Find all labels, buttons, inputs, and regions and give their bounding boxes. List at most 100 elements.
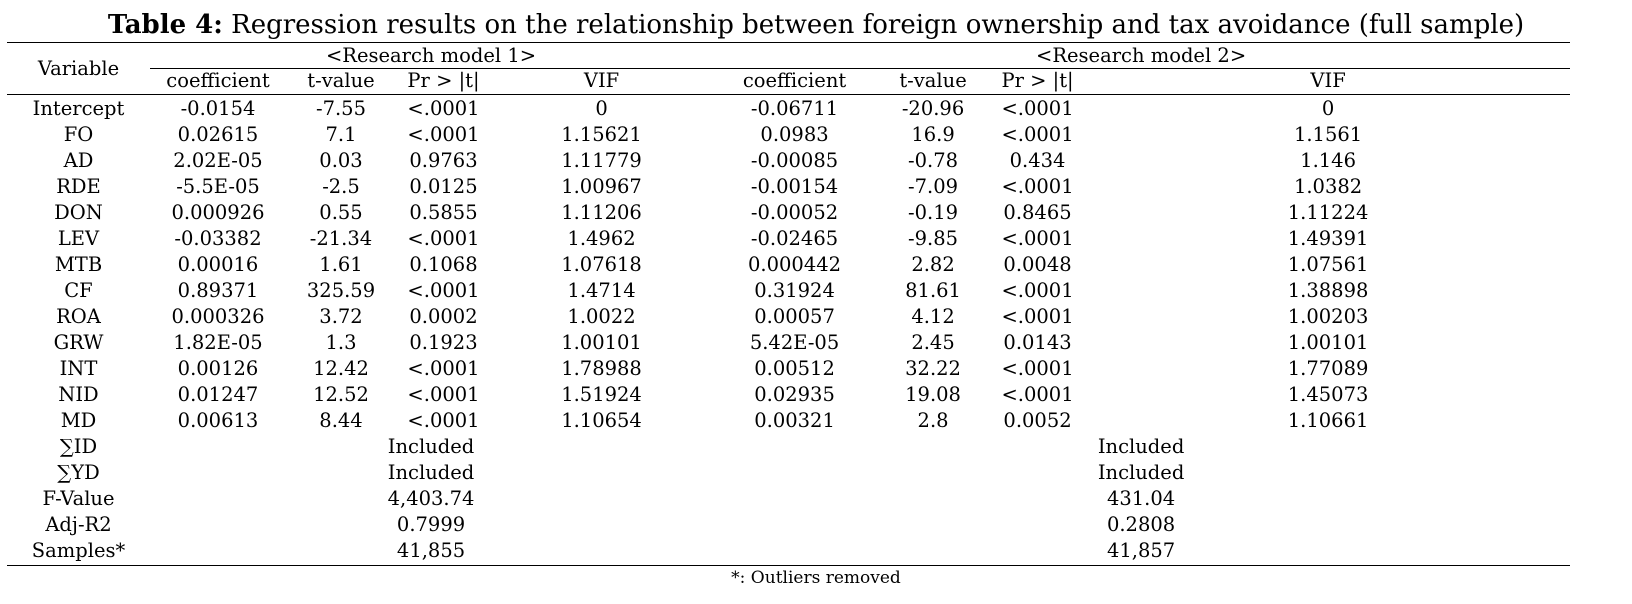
table-title: Table 4: Regression results on the relat… [0,8,1632,42]
table-cell: 2.82 [911,253,955,276]
table-cell: 0.00613 [177,409,259,432]
table-cell: 0.03 [319,149,363,172]
table-cell: 12.52 [313,383,369,406]
summary-row: ∑YD Included Included [7,460,1570,486]
table-cell: 1.00101 [1287,331,1369,354]
table-cell: <.0001 [1001,227,1074,250]
header-row-columns: coefficient t-value Pr > |t| VIF coeffic… [7,68,1570,94]
variable-cell: FO [63,123,94,146]
summary-row: ∑ID Included Included [7,434,1570,460]
variable-cell: ROA [56,305,101,328]
table-cell: -2.5 [322,175,360,198]
table-cell: -7.09 [908,175,959,198]
table-cell: 1.11224 [1287,201,1369,224]
table-row: NID 0.01247 12.52 <.0001 1.51924 0.02935… [7,382,1570,408]
column-header: VIF [583,69,620,92]
table-row: Intercept -0.0154 -7.55 <.0001 0 -0.0671… [7,94,1570,122]
table-cell: 0.00126 [177,357,259,380]
table-row: FO 0.02615 7.1 <.0001 1.15621 0.0983 16.… [7,122,1570,148]
table-cell: 1.15621 [561,123,642,146]
table-cell: 1.11206 [561,201,642,224]
table-cell: 0.01247 [177,383,259,406]
table-cell: -5.5E-05 [176,175,260,198]
table-cell: 0.8465 [1003,201,1072,224]
model2-summary-cell: 0.2808 [1106,513,1176,536]
table-cell: 1.45073 [1287,383,1369,406]
table-cell: 1.07618 [561,253,642,276]
table-cell: <.0001 [407,97,480,120]
table-cell: <.0001 [1001,175,1074,198]
table-row: MD 0.00613 8.44 <.0001 1.10654 0.00321 2… [7,408,1570,434]
column-header: t-value [307,69,375,92]
table-cell: 1.61 [319,253,363,276]
table-cell: 0.55 [319,201,363,224]
table-cell: <.0001 [1001,97,1074,120]
table-cell: 2.8 [917,409,949,432]
table-cell: <.0001 [407,123,480,146]
table-cell: 3.72 [319,305,363,328]
table-cell: 0.00321 [754,409,835,432]
table-cell: 0.5855 [409,201,478,224]
table-cell: 0.434 [1009,149,1066,172]
table-footnote: *: Outliers removed [731,568,901,588]
model1-summary-cell: Included [387,461,475,484]
regression-results-table: Variable <Research model 1> <Research mo… [7,43,1570,564]
table-header-subrule [150,68,1570,69]
table-row: RDE -5.5E-05 -2.5 0.0125 1.00967 -0.0015… [7,174,1570,200]
variable-cell: CF [64,279,93,302]
variable-cell: INT [59,357,98,380]
table-cell: -0.00085 [750,149,839,172]
table-cell: 1.82E-05 [173,331,263,354]
table-cell: 1.4962 [567,227,636,250]
table-cell: <.0001 [1001,123,1074,146]
table-cell: 32.22 [905,357,961,380]
variable-cell: Adj-R2 [45,513,112,536]
model1-summary-cell: 41,855 [396,539,466,562]
table-cell: -9.85 [908,227,959,250]
table-cell: 2.02E-05 [173,149,263,172]
table-cell: 0.0002 [409,305,478,328]
model2-summary-cell: 41,857 [1106,539,1176,562]
table-cell: 1.146 [1300,149,1356,172]
table-cell: 0.000926 [171,201,265,224]
table-cell: -0.00052 [750,201,839,224]
table-row: CF 0.89371 325.59 <.0001 1.4714 0.31924 … [7,278,1570,304]
table-cell: 16.9 [911,123,955,146]
table-cell: -0.0154 [180,97,256,120]
table-title-text: Regression results on the relationship b… [222,10,1525,40]
table-cell: 7.1 [325,123,357,146]
table-header-rule [7,94,1570,95]
table-cell: 0.000326 [171,305,265,328]
table-cell: -7.55 [315,97,366,120]
table-cell: -21.34 [309,227,373,250]
table-top-rule [7,42,1570,43]
variable-cell: RDE [56,175,101,198]
table-cell: -0.78 [908,149,959,172]
table-cell: 0.00512 [754,357,835,380]
column-header: VIF [1310,69,1346,92]
table-cell: 1.4714 [567,279,636,302]
column-header: t-value [899,69,967,92]
variable-cell: MTB [54,253,103,276]
table-row: MTB 0.00016 1.61 0.1068 1.07618 0.000442… [7,252,1570,278]
table-row: INT 0.00126 12.42 <.0001 1.78988 0.00512… [7,356,1570,382]
table-cell: 0.00016 [177,253,259,276]
table-cell: 0.0143 [1003,331,1072,354]
table-cell: 1.10654 [561,409,642,432]
table-row: AD 2.02E-05 0.03 0.9763 1.11779 -0.00085… [7,148,1570,174]
table-cell: 0.02615 [177,123,259,146]
table-cell: 0.00057 [754,305,835,328]
variable-cell: DON [54,201,103,224]
header-row-models: Variable <Research model 1> <Research mo… [7,43,1570,80]
table-cell: 0.9763 [409,149,478,172]
table-cell: -0.06711 [750,97,839,120]
model1-summary-cell: Included [387,435,475,458]
variable-cell: Samples* [31,539,126,562]
variable-cell: NID [58,383,99,406]
model1-summary-cell: 4,403.74 [387,487,475,510]
table-cell: <.0001 [407,227,480,250]
table-cell: 1.77089 [1287,357,1369,380]
table-cell: <.0001 [1001,279,1074,302]
variable-cell: Intercept [32,97,125,120]
variable-cell: LEV [57,227,100,250]
